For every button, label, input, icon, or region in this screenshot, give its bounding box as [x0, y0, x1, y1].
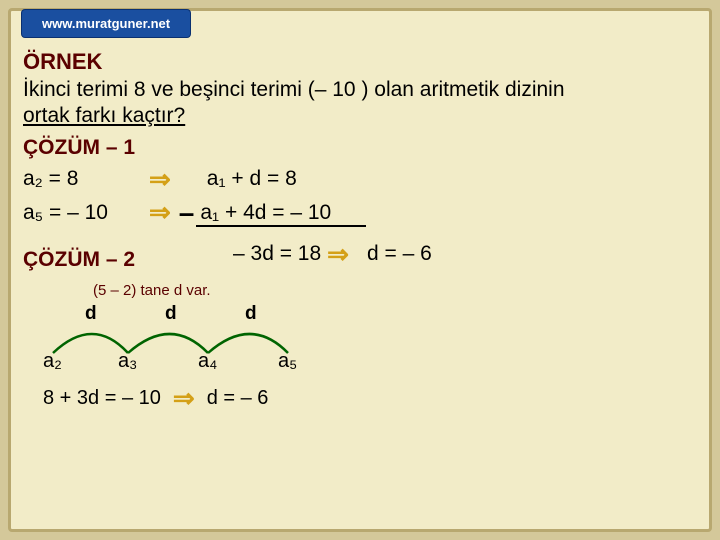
final-right: d = – 6 [207, 387, 269, 410]
final-row: 8 + 3d = – 10 ⇒ d = – 6 [43, 383, 697, 414]
eq2-rhs: a₁ + 4d = – 10 [200, 201, 331, 224]
minus-sign: – [179, 197, 195, 229]
arrow-icon: ⇒ [149, 197, 171, 228]
eq2-lhs: a₅ = – 10 [23, 201, 143, 225]
hint-text: (5 – 2) tane d var. [93, 282, 697, 299]
node-a5: a₅ [278, 350, 297, 373]
arrow-icon: ⇒ [327, 239, 349, 270]
eq1-lhs: a₂ = 8 [23, 167, 143, 191]
result-left: – 3d = 18 [233, 242, 321, 266]
subtraction-line [196, 225, 366, 227]
content-area: ÖRNEK İkinci terimi 8 ve beşinci terimi … [23, 49, 697, 517]
url-badge: www.muratguner.net [21, 9, 191, 38]
example-heading: ÖRNEK [23, 49, 697, 75]
arcs-svg [43, 321, 343, 361]
arrow-icon: ⇒ [173, 383, 195, 414]
problem-text: İkinci terimi 8 ve beşinci terimi (– 10 … [23, 77, 697, 130]
eq2-rhs-wrap: a₁ + 4d = – 10 [200, 201, 331, 225]
slide-frame: www.muratguner.net ÖRNEK İkinci terimi 8… [8, 8, 712, 532]
node-a3: a₃ [118, 350, 137, 373]
solution2-heading: ÇÖZÜM – 2 [23, 248, 697, 272]
arc-diagram: d d d a₂ a₃ a₄ a₅ [43, 303, 343, 373]
eq1-rhs: a₁ + d = 8 [207, 167, 297, 191]
problem-line2: ortak farkı kaçtır? [23, 104, 185, 127]
result-right: d = – 6 [367, 242, 432, 266]
node-a2: a₂ [43, 350, 62, 373]
arrow-icon: ⇒ [149, 164, 171, 195]
equation-row-2: a₅ = – 10 ⇒ – a₁ + 4d = – 10 [23, 197, 697, 229]
problem-line1: İkinci terimi 8 ve beşinci terimi (– 10 … [23, 78, 565, 101]
equation-row-1: a₂ = 8 ⇒ a₁ + d = 8 [23, 164, 697, 195]
final-left: 8 + 3d = – 10 [43, 387, 161, 410]
node-a4: a₄ [198, 350, 217, 373]
solution1-heading: ÇÖZÜM – 1 [23, 136, 697, 160]
